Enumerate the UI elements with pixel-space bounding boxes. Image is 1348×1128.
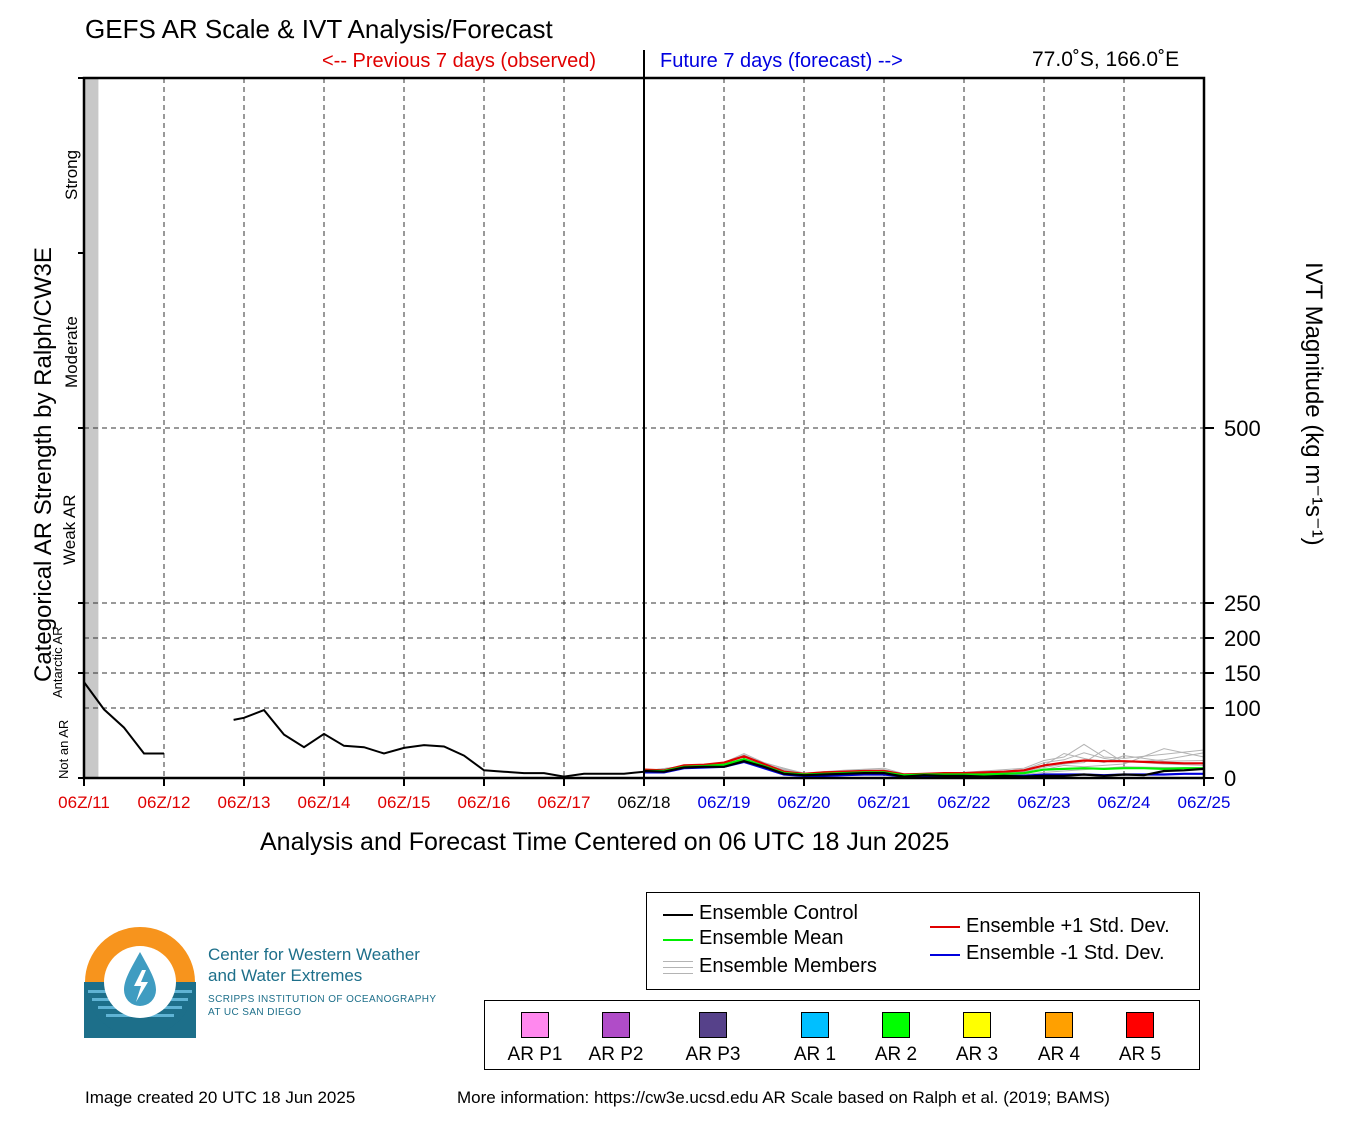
ar-swatch-8 — [1126, 1012, 1154, 1038]
ensemble-series — [643, 755, 1205, 778]
ar-label-7: AR 4 — [1037, 1044, 1081, 1065]
x-tick-label: 06Z/18 — [618, 793, 671, 812]
x-tick-label: 06Z/22 — [938, 793, 991, 812]
series-control — [643, 760, 1205, 778]
logo-title: Center for Western Weather and Water Ext… — [208, 944, 420, 986]
x-tick-label: 06Z/15 — [378, 793, 431, 812]
legend-mean-line — [663, 939, 693, 941]
ar-swatch-2 — [602, 1012, 630, 1038]
y-tick-label: 0 — [1224, 766, 1236, 791]
ar-swatch-3 — [699, 1012, 727, 1038]
logo-line-1: Center for Western Weather — [208, 945, 420, 964]
y-tick-label: 200 — [1224, 626, 1261, 651]
ar-swatch-4 — [801, 1012, 829, 1038]
chart-title: GEFS AR Scale & IVT Analysis/Forecast — [85, 14, 553, 44]
ar-scale-legend: AR P1 AR P2 AR P3 AR 1 AR 2 AR 3 AR 4 AR 5 — [484, 1000, 1200, 1070]
x-tick-label: 06Z/25 — [1178, 793, 1231, 812]
y-tick-label: 100 — [1224, 696, 1261, 721]
logo-line-3: SCRIPPS INSTITUTION OF OCEANOGRAPHY — [208, 994, 437, 1005]
x-tick-label: 06Z/12 — [138, 793, 191, 812]
ivt-chart: 06Z/11 06Z/12 06Z/13 06Z/14 06Z/15 06Z/16 06Z/… — [58, 50, 1261, 812]
member-line — [643, 743, 1205, 776]
ar-label-6: AR 3 — [955, 1044, 999, 1065]
x-tick-label: 06Z/16 — [458, 793, 511, 812]
image-created-label: Image created 20 UTC 18 Jun 2025 — [85, 1088, 356, 1107]
x-tick-label: 06Z/23 — [1018, 793, 1071, 812]
x-tick-label: 06Z/19 — [698, 793, 751, 812]
legend-members-line-2 — [663, 967, 693, 968]
y-tick-label: 500 — [1224, 416, 1261, 441]
legend-members-line-1 — [663, 961, 693, 962]
ensemble-legend: Ensemble Control Ensemble Mean Ensemble … — [646, 892, 1200, 990]
logo-subtitle: SCRIPPS INSTITUTION OF OCEANOGRAPHY AT U… — [208, 993, 436, 1019]
x-axis-label: Analysis and Forecast Time Centered on 0… — [260, 828, 950, 856]
legend-plus-std-label: Ensemble +1 Std. Dev. — [966, 915, 1170, 937]
legend-members-line-3 — [663, 973, 693, 974]
ar-swatch-6 — [963, 1012, 991, 1038]
y-tick-label: 250 — [1224, 591, 1261, 616]
observed-line — [233, 708, 645, 778]
ar-swatch-7 — [1045, 1012, 1073, 1038]
x-tick-label: 06Z/17 — [538, 793, 591, 812]
y-tick-label: 150 — [1224, 661, 1261, 686]
x-tick-label: 06Z/14 — [298, 793, 351, 812]
ar-swatch-5 — [882, 1012, 910, 1038]
x-tick-label: 06Z/20 — [778, 793, 831, 812]
observed-line — [83, 681, 164, 755]
ar-label-1: AR P1 — [507, 1044, 563, 1065]
cw3e-logo — [84, 927, 196, 1038]
legend-minus-std-label: Ensemble -1 Std. Dev. — [966, 942, 1165, 964]
logo-line-4: AT UC SAN DIEGO — [208, 1007, 302, 1018]
legend-members-label: Ensemble Members — [699, 955, 877, 977]
legend-mean-label: Ensemble Mean — [699, 927, 844, 949]
more-info-label: More information: https://cw3e.ucsd.edu … — [457, 1088, 1110, 1107]
legend-minus-std-line — [930, 954, 960, 956]
ar-label-4: AR 1 — [793, 1044, 837, 1065]
x-tick-label: 06Z/21 — [858, 793, 911, 812]
ar-label-2: AR P2 — [588, 1044, 644, 1065]
x-tick-label: 06Z/13 — [218, 793, 271, 812]
logo-line-2: and Water Extremes — [208, 966, 363, 985]
legend-control-line — [663, 914, 693, 916]
previous-period-label: <-- Previous 7 days (observed) — [322, 50, 597, 72]
ar-swatch-1 — [521, 1012, 549, 1038]
location-label: 77.0˚S, 166.0˚E — [1032, 48, 1180, 71]
ar-label-8: AR 5 — [1118, 1044, 1162, 1065]
x-tick-label: 06Z/11 — [58, 793, 110, 812]
legend-control-label: Ensemble Control — [699, 902, 858, 924]
ar-label-5: AR 2 — [874, 1044, 918, 1065]
future-period-label: Future 7 days (forecast) --> — [660, 50, 903, 72]
ar-label-3: AR P3 — [685, 1044, 741, 1065]
axis-ticks: 06Z/11 06Z/12 06Z/13 06Z/14 06Z/15 06Z/16 06Z/… — [58, 77, 1261, 812]
x-tick-label: 06Z/24 — [1098, 793, 1151, 812]
observed-series — [83, 681, 645, 778]
legend-plus-std-line — [930, 926, 960, 928]
